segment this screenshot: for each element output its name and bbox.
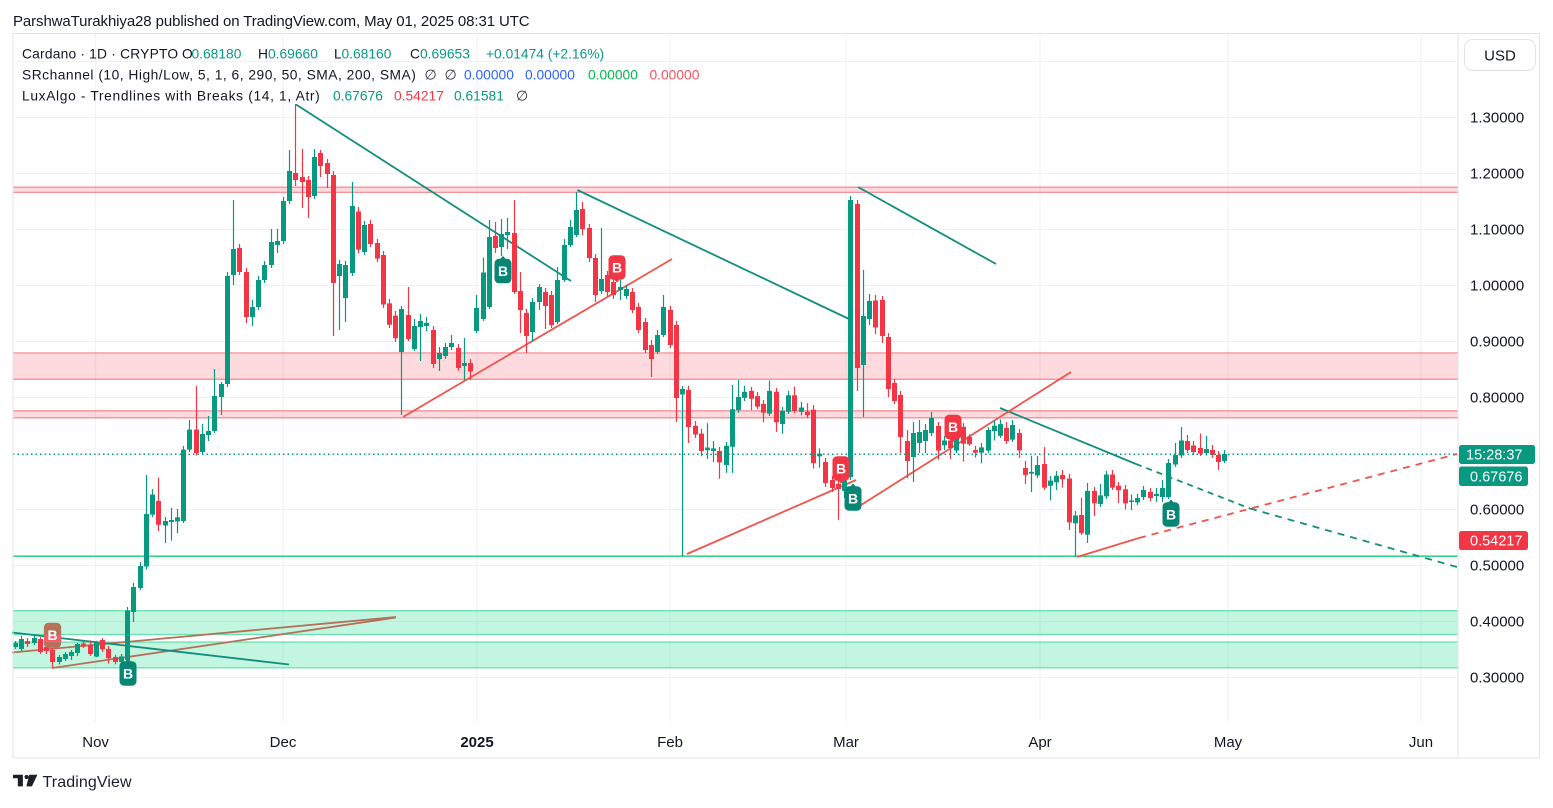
svg-text:ParshwaTurakhiya28 published o: ParshwaTurakhiya28 published on TradingV… [13,13,530,30]
svg-text:0.68160: 0.68160 [342,47,392,62]
svg-text:Dec: Dec [270,734,297,751]
svg-text:Apr: Apr [1028,734,1051,751]
svg-text:0.00000: 0.00000 [650,68,700,83]
svg-text:0.67676: 0.67676 [1470,470,1522,486]
svg-text:0.68180: 0.68180 [192,47,242,62]
svg-text:0.90000: 0.90000 [1470,334,1524,351]
svg-text:B: B [47,627,57,643]
svg-text:0.40000: 0.40000 [1470,614,1524,631]
svg-text:L: L [334,47,342,62]
svg-text:0.30000: 0.30000 [1470,670,1524,687]
svg-text:+0.01474 (+2.16%): +0.01474 (+2.16%) [486,47,604,62]
svg-text:B: B [836,461,846,477]
svg-text:B: B [1166,507,1176,523]
svg-text:Jun: Jun [1409,734,1433,751]
svg-text:B: B [612,260,622,276]
svg-text:0.67676: 0.67676 [333,89,383,104]
svg-text:0.61581: 0.61581 [454,89,504,104]
svg-text:TradingView: TradingView [43,774,132,791]
svg-text:0.00000: 0.00000 [525,68,575,83]
svg-text:1.30000: 1.30000 [1470,110,1524,127]
svg-text:Mar: Mar [833,734,859,751]
svg-text:∅: ∅ [425,68,437,83]
svg-text:1.00000: 1.00000 [1470,278,1524,295]
svg-text:B: B [498,263,508,279]
svg-text:Nov: Nov [82,734,109,751]
svg-text:1.20000: 1.20000 [1470,166,1524,183]
svg-text:USD: USD [1484,48,1516,65]
svg-text:LuxAlgo - Trendlines with Brea: LuxAlgo - Trendlines with Breaks (14, 1,… [22,89,320,104]
svg-text:0.69653: 0.69653 [420,47,470,62]
svg-text:B: B [123,666,133,682]
svg-text:SRchannel (10, High/Low, 5, 1,: SRchannel (10, High/Low, 5, 1, 6, 290, 5… [22,68,416,83]
svg-text:1.10000: 1.10000 [1470,222,1524,239]
svg-text:B: B [948,419,958,435]
svg-text:0.60000: 0.60000 [1470,502,1524,519]
svg-text:∅: ∅ [445,68,457,83]
svg-text:0.00000: 0.00000 [588,68,638,83]
svg-text:B: B [848,491,858,507]
svg-text:Cardano · 1D · CRYPTO: Cardano · 1D · CRYPTO [22,47,178,62]
svg-text:0.50000: 0.50000 [1470,558,1524,575]
svg-text:2025: 2025 [460,734,493,751]
svg-text:0.80000: 0.80000 [1470,390,1524,407]
svg-text:O: O [182,47,193,62]
svg-text:∅: ∅ [516,89,528,104]
svg-text:0.69660: 0.69660 [268,47,318,62]
svg-text:0.00000: 0.00000 [464,68,514,83]
svg-text:H: H [258,47,268,62]
svg-text:C: C [410,47,420,62]
svg-text:0.54217: 0.54217 [394,89,444,104]
svg-text:15:28:37: 15:28:37 [1466,448,1522,464]
svg-text:May: May [1214,734,1243,751]
svg-text:0.54217: 0.54217 [1470,534,1522,550]
svg-text:Feb: Feb [657,734,683,751]
